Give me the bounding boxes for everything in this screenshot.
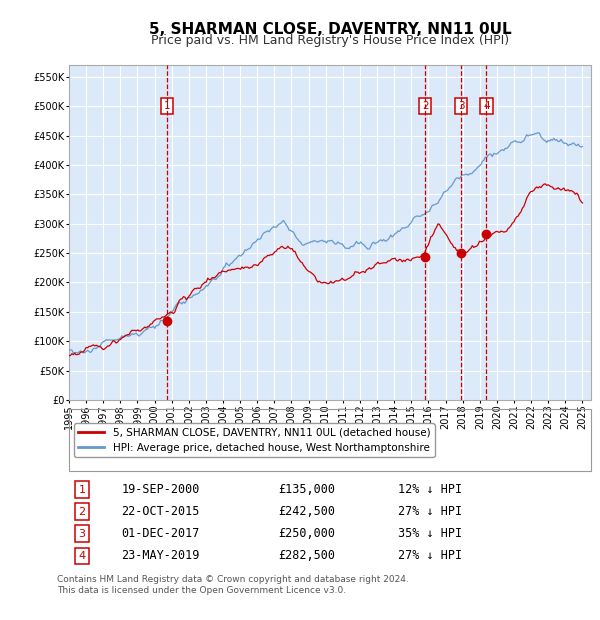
Text: 12% ↓ HPI: 12% ↓ HPI	[398, 483, 462, 496]
Text: 27% ↓ HPI: 27% ↓ HPI	[398, 549, 462, 562]
Text: 4: 4	[79, 551, 86, 561]
Text: 27% ↓ HPI: 27% ↓ HPI	[398, 505, 462, 518]
Text: 3: 3	[79, 529, 86, 539]
Text: 2: 2	[79, 507, 86, 517]
Text: 01-DEC-2017: 01-DEC-2017	[121, 528, 200, 540]
Text: Contains HM Land Registry data © Crown copyright and database right 2024.
This d: Contains HM Land Registry data © Crown c…	[57, 575, 409, 595]
Text: 1: 1	[164, 101, 170, 111]
Text: 4: 4	[483, 101, 490, 111]
Text: 22-OCT-2015: 22-OCT-2015	[121, 505, 200, 518]
Text: £250,000: £250,000	[278, 528, 335, 540]
Text: £242,500: £242,500	[278, 505, 335, 518]
Text: 1: 1	[79, 485, 86, 495]
Text: £135,000: £135,000	[278, 483, 335, 496]
Text: Price paid vs. HM Land Registry's House Price Index (HPI): Price paid vs. HM Land Registry's House …	[151, 34, 509, 47]
Legend: 5, SHARMAN CLOSE, DAVENTRY, NN11 0UL (detached house), HPI: Average price, detac: 5, SHARMAN CLOSE, DAVENTRY, NN11 0UL (de…	[74, 423, 434, 457]
Text: 3: 3	[458, 101, 464, 111]
Text: £282,500: £282,500	[278, 549, 335, 562]
Text: 23-MAY-2019: 23-MAY-2019	[121, 549, 200, 562]
Text: 2: 2	[422, 101, 428, 111]
Text: 19-SEP-2000: 19-SEP-2000	[121, 483, 200, 496]
Text: 5, SHARMAN CLOSE, DAVENTRY, NN11 0UL: 5, SHARMAN CLOSE, DAVENTRY, NN11 0UL	[149, 22, 511, 37]
Text: 35% ↓ HPI: 35% ↓ HPI	[398, 528, 462, 540]
